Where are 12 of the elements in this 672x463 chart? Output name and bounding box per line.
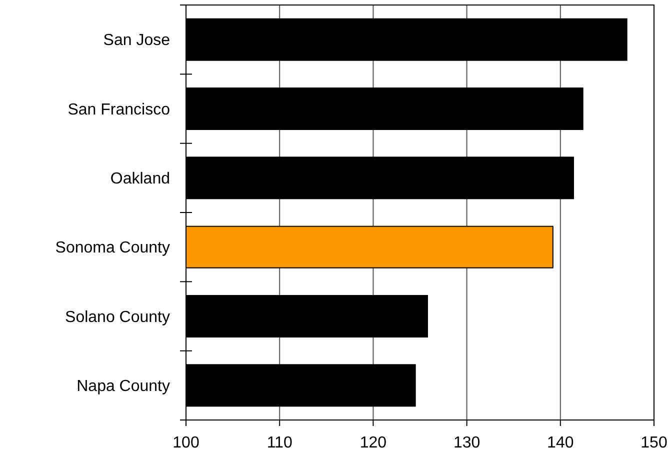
x-tick-label: 150 (640, 434, 668, 452)
y-tick-label: Oakland (110, 170, 170, 188)
x-tick-label: 110 (266, 434, 292, 452)
y-tick-label: San Francisco (68, 101, 170, 118)
x-tick-label: 130 (453, 434, 480, 452)
y-tick-label: Napa County (76, 378, 170, 396)
x-tick-label: 140 (547, 434, 574, 452)
y-tick-label: Sonoma County (55, 240, 170, 257)
x-tick-label: 100 (172, 434, 200, 452)
y-tick-label: Solano County (65, 308, 170, 326)
y-tick-label: San Jose (103, 32, 170, 50)
x-tick-label: 120 (360, 434, 387, 452)
